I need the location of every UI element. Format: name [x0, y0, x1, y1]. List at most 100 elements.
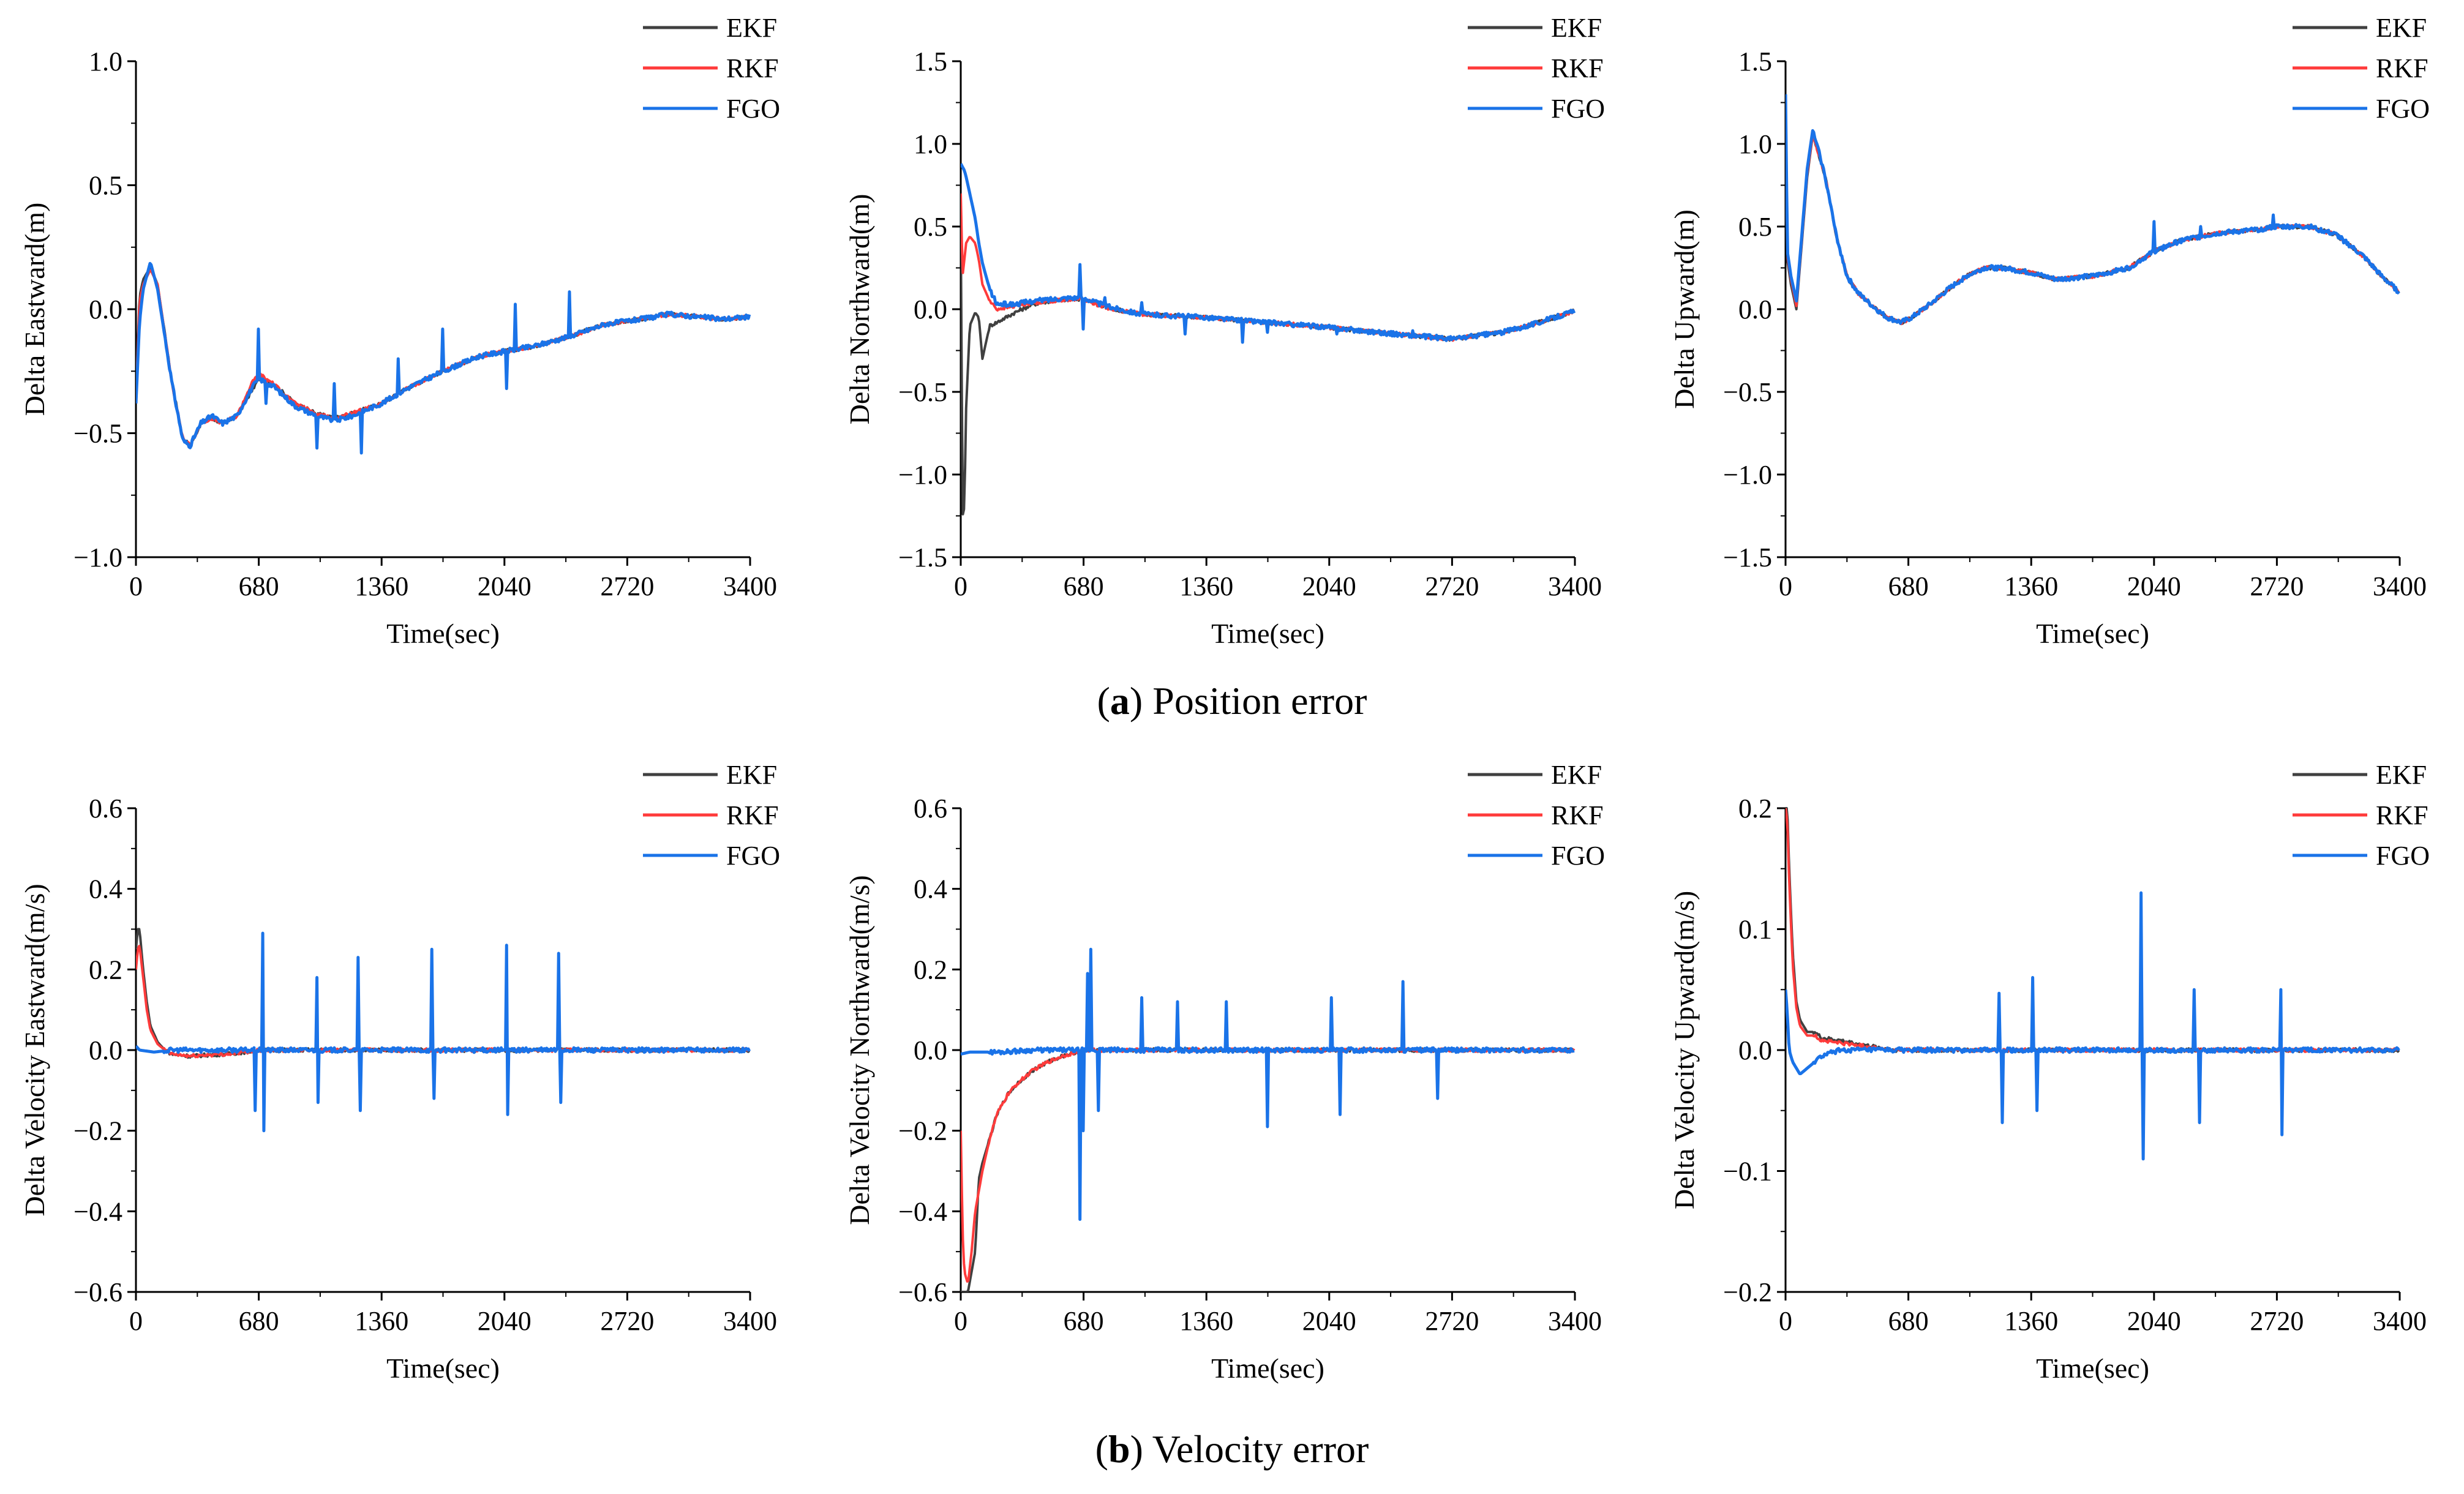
chart-panel-north-velocity: −0.6 −0.4 −0.2 0.0 0.2 0.4 0.6 0 680 1360 2040 2720…: [825, 747, 1639, 1430]
y-axis-label: Delta Velocity Upward(m/s): [1669, 891, 1700, 1209]
series-line-ekf: [1786, 110, 2400, 325]
plot-area: [961, 163, 1576, 516]
y-tick-label: −0.6: [73, 1277, 122, 1307]
x-tick-label: 680: [1888, 571, 1929, 601]
x-tick-label: 1360: [2004, 571, 2058, 601]
x-tick-label: 1360: [355, 571, 408, 601]
y-tick-label: −1.5: [1723, 542, 1772, 572]
y-tick-label: −0.2: [73, 1116, 122, 1146]
legend-label: FGO: [2376, 94, 2430, 124]
y-tick-label: −1.5: [898, 542, 947, 572]
series-line-ekf: [961, 226, 1576, 516]
x-axis-label: Time(sec): [386, 618, 500, 649]
caption-b: (b) Velocity error: [1095, 1427, 1369, 1471]
x-tick-label: 680: [1888, 1306, 1929, 1336]
x-tick-label: 2720: [600, 1306, 654, 1336]
y-tick-label: 0.0: [1738, 295, 1772, 325]
chart-svg: −0.6 −0.4 −0.2 0.0 0.2 0.4 0.6 0 680 1360 2040 2720…: [19, 760, 780, 1384]
x-tick-label: 2040: [1302, 571, 1356, 601]
legend-label: EKF: [1551, 13, 1602, 43]
y-tick-label: 0.5: [1738, 212, 1772, 242]
x-tick-label: 680: [239, 1306, 279, 1336]
x-tick-label: 0: [1779, 571, 1792, 601]
x-tick-label: 2720: [1425, 1306, 1479, 1336]
y-axis-label: Delta Eastward(m): [19, 203, 50, 416]
y-tick-label: −0.4: [898, 1196, 947, 1226]
series-line-fgo: [136, 931, 751, 1133]
y-tick-label: 0.0: [914, 1035, 947, 1065]
y-axis-label: Delta Velocity Eastward(m/s): [19, 884, 50, 1216]
x-tick-label: 680: [239, 571, 279, 601]
chart-panel-up-position: −1.5 −1.0 −0.5 0.0 0.5 1.0 1.5 0 680 1360 2040 2720…: [1650, 0, 2464, 695]
legend-label: RKF: [726, 53, 779, 83]
legend-label: RKF: [726, 800, 779, 830]
caption-letter: b: [1108, 1427, 1130, 1471]
y-axis-label: Delta Velocity Northward(m/s): [844, 875, 875, 1225]
x-tick-label: 3400: [1548, 1306, 1602, 1336]
x-tick-label: 0: [129, 1306, 143, 1336]
chart-svg: −1.0 −0.5 0.0 0.5 1.0 0 680 1360 2040 2720 3400 Tim…: [19, 13, 780, 649]
y-tick-label: 0.2: [89, 955, 122, 985]
x-tick-label: 2720: [2250, 1306, 2304, 1336]
chart-svg: −0.2 −0.1 0.0 0.1 0.2 0 680 1360 2040 2720 3400 Tim…: [1669, 760, 2430, 1384]
x-tick-label: 0: [1779, 1306, 1792, 1336]
y-tick-label: −0.4: [73, 1196, 122, 1226]
y-tick-label: −0.5: [73, 419, 122, 449]
series-line-fgo: [1786, 891, 2400, 1161]
y-tick-label: 0.0: [914, 295, 947, 325]
x-tick-label: 2040: [478, 1306, 531, 1336]
x-tick-label: 1360: [1179, 571, 1233, 601]
x-tick-label: 2040: [478, 571, 531, 601]
plot-area: [961, 947, 1576, 1292]
chart-panel-east-position: −1.0 −0.5 0.0 0.5 1.0 0 680 1360 2040 2720 3400 Tim…: [0, 0, 814, 695]
legend-label: FGO: [726, 841, 780, 871]
x-tick-label: 680: [1064, 1306, 1104, 1336]
legend-label: EKF: [2376, 760, 2427, 790]
x-tick-label: 3400: [2373, 571, 2427, 601]
y-tick-label: 1.0: [1738, 129, 1772, 159]
legend-label: RKF: [2376, 800, 2428, 830]
x-axis-label: Time(sec): [2036, 1353, 2149, 1384]
legend-label: RKF: [2376, 53, 2428, 83]
x-tick-label: 0: [129, 571, 143, 601]
plot-area: [1786, 807, 2400, 1161]
x-tick-label: 2040: [2127, 1306, 2181, 1336]
x-axis-label: Time(sec): [2036, 618, 2149, 649]
x-axis-label: Time(sec): [1211, 1353, 1324, 1384]
chart-panel-east-velocity: −0.6 −0.4 −0.2 0.0 0.2 0.4 0.6 0 680 1360 2040 2720…: [0, 747, 814, 1430]
series-line-fgo: [1786, 94, 2400, 325]
y-tick-label: 0.0: [89, 295, 122, 325]
legend-label: EKF: [2376, 13, 2427, 43]
legend-label: FGO: [1551, 94, 1605, 124]
legend-label: FGO: [726, 94, 780, 124]
y-tick-label: 0.6: [914, 794, 947, 824]
y-tick-label: 0.0: [1738, 1035, 1772, 1065]
y-tick-label: 0.1: [1738, 915, 1772, 945]
caption-text: Position error: [1152, 679, 1367, 723]
series-line-ekf: [136, 928, 751, 1132]
x-tick-label: 1360: [1179, 1306, 1233, 1336]
x-tick-label: 2720: [600, 571, 654, 601]
x-tick-label: 2040: [1302, 1306, 1356, 1336]
y-tick-label: 0.2: [914, 955, 947, 985]
plot-area: [136, 261, 751, 455]
y-tick-label: 0.5: [914, 212, 947, 242]
chart-panel-up-velocity: −0.2 −0.1 0.0 0.1 0.2 0 680 1360 2040 2720 3400 Tim…: [1650, 747, 2464, 1430]
y-tick-label: 0.2: [1738, 794, 1772, 824]
y-tick-label: −1.0: [1723, 460, 1772, 490]
x-tick-label: 3400: [2373, 1306, 2427, 1336]
y-tick-label: 1.5: [1738, 47, 1772, 77]
x-axis-label: Time(sec): [1211, 618, 1324, 649]
y-tick-label: 1.0: [914, 129, 947, 159]
legend-label: RKF: [1551, 800, 1604, 830]
legend-label: EKF: [726, 760, 777, 790]
chart-svg: −1.5 −1.0 −0.5 0.0 0.5 1.0 1.5 0 680 1360 2040 2720…: [1669, 13, 2430, 649]
x-tick-label: 3400: [723, 571, 777, 601]
y-tick-label: −0.6: [898, 1277, 947, 1307]
caption-text: Velocity error: [1152, 1427, 1369, 1471]
chart-panel-north-position: −1.5 −1.0 −0.5 0.0 0.5 1.0 1.5 0 680 1360 2040 2720…: [825, 0, 1639, 695]
y-tick-label: 0.4: [89, 874, 122, 904]
y-tick-label: 0.6: [89, 794, 122, 824]
y-tick-label: 0.5: [89, 171, 122, 201]
x-tick-label: 3400: [1548, 571, 1602, 601]
